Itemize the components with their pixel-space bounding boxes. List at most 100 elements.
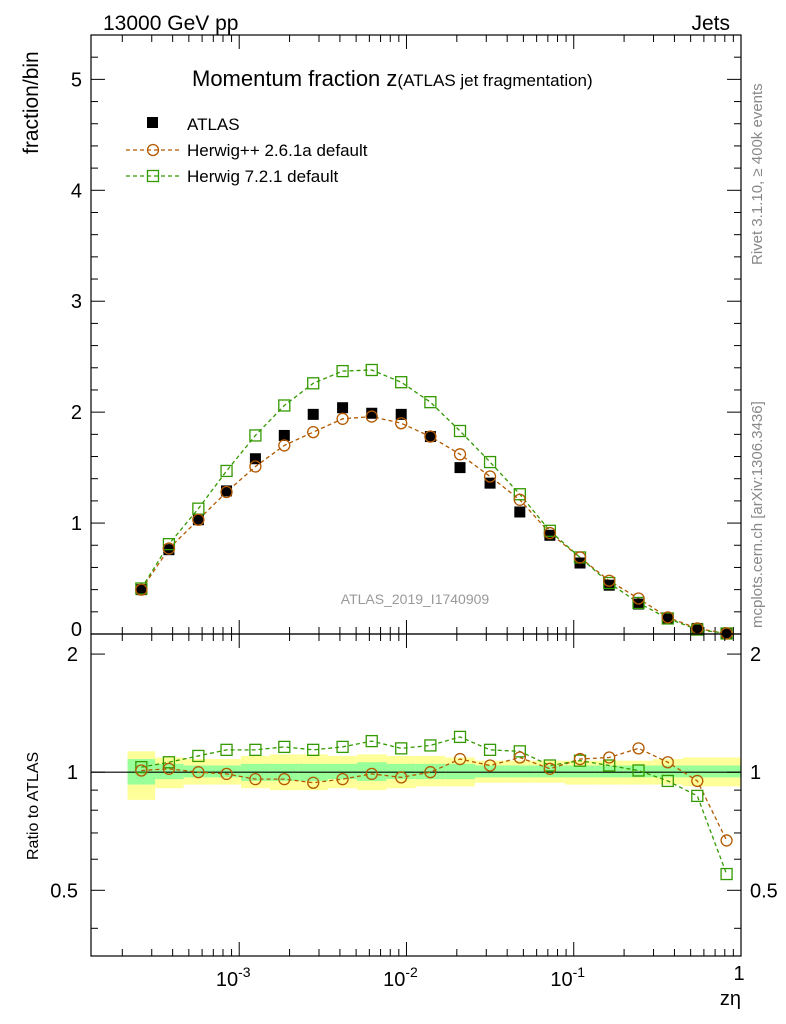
atlas-point <box>135 584 147 596</box>
herwigpp-ratio-point <box>513 751 526 764</box>
y-tick-labels: 0 1 2 3 4 5 <box>71 69 82 641</box>
herwigpp-point <box>162 542 176 555</box>
herwig7-ratio-point <box>336 740 349 754</box>
x-tick-label: 1 <box>733 963 744 985</box>
ratio-band-green-3 <box>212 765 241 778</box>
atlas-point <box>307 408 319 420</box>
legend-marker-herwigpp <box>146 143 160 157</box>
energy-label: 13000 GeV pp <box>103 12 238 35</box>
herwig7-ratio-point <box>135 760 148 774</box>
atlas-point <box>544 529 556 541</box>
ratio-band-green-1 <box>155 763 184 780</box>
herwigpp-point <box>395 417 408 430</box>
ratio-tick-label-left: 2 <box>67 644 78 666</box>
herwigpp-ratio-point <box>336 772 349 786</box>
atlas-point <box>721 627 733 639</box>
ratio-tick-label-left: 0.5 <box>50 880 78 902</box>
herwigpp-point <box>192 513 205 526</box>
y-tick-label: 2 <box>71 402 82 424</box>
legend-label-herwigpp: Herwig++ 2.6.1a default <box>187 141 368 160</box>
herwig7-point <box>483 455 497 469</box>
ratio-band-green-15 <box>564 765 595 778</box>
herwig7-point <box>513 488 526 501</box>
herwig7-ratio-point <box>395 742 408 755</box>
herwig7-ratio-point <box>307 743 320 757</box>
herwigpp-point <box>307 425 320 439</box>
herwig7-point <box>162 538 176 551</box>
herwigpp-ratio-point <box>192 766 205 779</box>
herwig7-point <box>278 399 291 412</box>
analysis-watermark: ATLAS_2019_I1740909 <box>341 591 490 607</box>
herwigpp-ratio-point <box>135 764 148 777</box>
ratio-band-green-2 <box>183 765 213 778</box>
ratio-panel-ticks <box>91 634 742 956</box>
atlas-point <box>221 485 233 497</box>
atlas-point <box>337 402 349 414</box>
herwigpp-point <box>603 574 616 587</box>
atlas-point <box>395 408 407 420</box>
herwig7-point <box>249 429 262 442</box>
ratio-tick-label-left: 1 <box>67 762 78 784</box>
herwigpp-ratio-point <box>603 751 616 764</box>
atlas-point <box>192 514 204 526</box>
herwig7-ratio-point <box>278 740 291 754</box>
herwig7-ratio-point <box>424 739 437 752</box>
y-tick-label: 0 <box>71 619 82 641</box>
ratio-band-green-19 <box>682 765 712 778</box>
ratio-band-green-18 <box>653 765 683 778</box>
legend-label-herwig7: Herwig 7.2.1 default <box>187 167 338 186</box>
herwig7-point <box>365 363 378 377</box>
herwig7-ratio-point <box>720 867 733 881</box>
herwigpp-ratio-point <box>543 762 557 775</box>
herwigpp-ratio-point <box>424 766 437 779</box>
herwig7-point <box>336 364 349 378</box>
herwigpp-point <box>135 583 148 596</box>
herwig7-ratio-point <box>483 743 497 757</box>
herwig7-point <box>453 424 467 438</box>
legend: ATLAS Herwig++ 2.6.1a default Herwig 7.2… <box>126 115 368 186</box>
y-axis-label: fraction/bin <box>20 51 43 154</box>
herwigpp-ratio-point <box>395 771 408 784</box>
legend-marker-herwig7 <box>146 169 160 183</box>
herwigpp-point <box>336 412 349 425</box>
ratio-tick-label-right: 0.5 <box>750 880 778 902</box>
herwigpp-point <box>453 448 467 461</box>
herwig7-ratio-point <box>691 789 704 803</box>
herwigpp-ratio-point <box>483 759 497 772</box>
atlas-point <box>514 506 526 518</box>
ratio-y-axis-label: Ratio to ATLAS <box>25 752 42 860</box>
ratio-panel-frame <box>90 633 742 957</box>
herwig7-ratio-point <box>162 756 176 769</box>
x-axis-label: zη <box>720 988 741 1010</box>
herwigpp-point <box>424 430 437 443</box>
ratio-line-1 <box>141 747 728 841</box>
herwigpp-point <box>220 485 233 499</box>
herwigpp-point <box>661 611 674 624</box>
herwigpp-ratio-point <box>573 752 587 766</box>
herwig7-point <box>395 376 408 389</box>
herwigpp-ratio-point <box>691 774 704 788</box>
herwigpp-ratio-point <box>720 834 733 847</box>
herwigpp-ratio-point <box>453 752 467 766</box>
chart-title: Momentum fraction z(ATLAS jet fragmentat… <box>192 66 593 91</box>
ratio-band-green-10 <box>415 763 446 780</box>
y-tick-label: 1 <box>71 513 82 535</box>
herwigpp-point <box>543 526 557 540</box>
herwigpp-ratio-point <box>162 762 176 775</box>
herwig7-ratio-point <box>365 734 378 748</box>
herwigpp-ratio-point <box>365 767 378 781</box>
atlas-point <box>424 431 436 443</box>
atlas-point <box>366 407 378 419</box>
ratio-tick-labels: 0.5 0.5 1 1 2 2 <box>50 644 778 902</box>
herwig7-point <box>632 596 645 610</box>
series-line-2 <box>140 369 727 635</box>
category-label: Jets <box>691 12 730 35</box>
main-panel-ticks <box>91 34 742 635</box>
herwigpp-ratio-point <box>220 767 233 781</box>
ratio-band-green-11 <box>445 763 476 780</box>
herwigpp-point <box>632 592 645 605</box>
y-tick-label: 4 <box>71 180 82 202</box>
herwigpp-ratio-point <box>278 772 291 786</box>
x-tick-labels: 10-3 10-2 10-1 1 <box>216 963 745 991</box>
